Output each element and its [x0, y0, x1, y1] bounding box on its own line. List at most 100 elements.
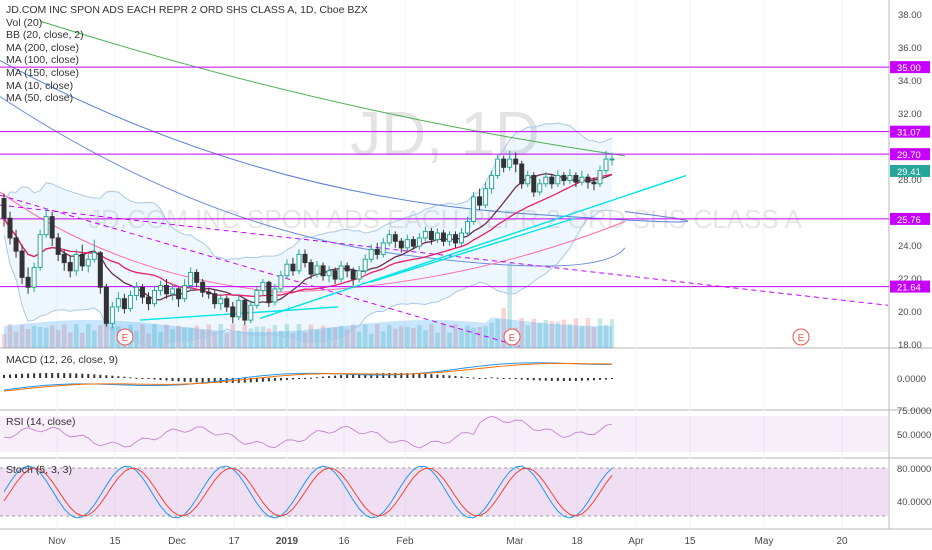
time-tick-label: Nov [48, 536, 66, 547]
macd-histogram-bar [328, 376, 331, 378]
volume-bar [67, 332, 73, 348]
macd-histogram-bar [322, 376, 325, 378]
price-tick-label: 18.00 [898, 340, 922, 351]
candle-body [224, 298, 230, 308]
watermark: JD, 1D [350, 100, 539, 169]
rsi-band [0, 416, 888, 452]
stoch-d-line [3, 467, 613, 517]
candle-body [248, 304, 254, 321]
candle-body [13, 237, 19, 252]
volume-bar [146, 333, 151, 348]
candle-body [591, 181, 597, 185]
rsi-label[interactable]: RSI (14, close) [6, 416, 76, 428]
macd-histogram-bar [484, 378, 487, 379]
macd-histogram-bar [418, 373, 421, 378]
candle-body [212, 293, 218, 305]
candle-body [73, 253, 79, 272]
ma10-line [3, 173, 613, 304]
macd-histogram-bar [430, 374, 433, 378]
candle-body [404, 239, 410, 249]
macd-histogram-bar [550, 378, 553, 381]
indicator-ma50[interactable]: MA (50, close) [6, 92, 74, 105]
indicator-ma150[interactable]: MA (150, close) [6, 66, 79, 79]
macd-histogram-bar [3, 374, 5, 378]
candle-body [543, 176, 549, 185]
volume-bar [55, 330, 61, 348]
volume-bar [597, 318, 603, 348]
candle-body [127, 294, 133, 310]
level-label-bg [890, 125, 930, 138]
macd-histogram-bar [255, 378, 258, 383]
volume-bar [290, 333, 296, 348]
candle-body [308, 262, 314, 275]
macd-histogram-bar [165, 378, 168, 381]
volume-ma-area [4, 317, 613, 348]
volume-bar [85, 324, 91, 348]
indicator-ma100[interactable]: MA (100, close) [6, 54, 79, 67]
macd-histogram-bar [135, 377, 138, 379]
macd-histogram-bar [502, 378, 505, 379]
candle-body [501, 158, 507, 168]
candle-body [260, 281, 266, 292]
volume-bar [224, 333, 230, 348]
macd-histogram-bar [111, 375, 114, 378]
candle-body [133, 286, 139, 296]
volume-bar [579, 326, 585, 348]
volume-bar [19, 324, 25, 348]
macd-histogram-bar [592, 378, 595, 381]
candle-body [25, 276, 31, 288]
volume-bar [350, 324, 356, 348]
macd-histogram-bar [57, 373, 60, 378]
macd-label[interactable]: MACD (12, 26, close, 9) [6, 354, 119, 366]
candle-body [85, 258, 91, 267]
price-tick-label: 34.00 [898, 76, 922, 87]
macd-histogram-bar [508, 378, 511, 379]
macd-histogram-bar [436, 374, 439, 378]
level-label-bg [890, 61, 930, 74]
volume-bar [272, 325, 278, 348]
time-tick-label: May [755, 536, 774, 547]
candle-body [170, 288, 176, 295]
volume-bar [13, 331, 19, 348]
candle-body [465, 221, 471, 234]
candle-body [471, 196, 477, 223]
candle-body [428, 230, 434, 241]
volume-bar [489, 322, 494, 348]
volume-bar [507, 263, 512, 348]
stoch-label[interactable]: Stoch (5, 3, 3) [6, 464, 72, 476]
macd-histogram-bar [514, 378, 517, 380]
volume-bar [567, 323, 573, 348]
price-tick-label: 36.00 [898, 43, 922, 54]
indicator-ma10[interactable]: MA (10, close) [6, 79, 74, 92]
candle-body [422, 230, 428, 239]
indicator-bb[interactable]: BB (20, close, 2) [6, 29, 84, 42]
volume-bar [465, 325, 470, 348]
ma200-line [39, 20, 626, 157]
indicator-ma200[interactable]: MA (200, close) [6, 41, 79, 54]
volume-bar [212, 332, 217, 348]
macd-histogram-bar [195, 378, 198, 383]
last-price-bg [890, 164, 930, 177]
candle-body [567, 175, 573, 181]
indicator-vol[interactable]: Vol (20) [6, 16, 43, 29]
candle-body [362, 258, 368, 272]
volume-bar [25, 329, 31, 348]
macd-histogram-bar [490, 377, 493, 379]
candle-body [386, 234, 392, 244]
candle-body [200, 281, 206, 293]
price-tick-label: 32.00 [898, 109, 922, 120]
macd-histogram-bar [424, 373, 427, 378]
volume-bar [31, 326, 37, 348]
volume-bar [278, 330, 284, 348]
macd-histogram-bar [568, 378, 571, 381]
volume-bar [447, 332, 452, 348]
candle-body [579, 176, 585, 183]
candle-body [519, 163, 525, 185]
candle-body [296, 253, 302, 272]
time-tick-label: Feb [396, 536, 414, 547]
candle-body [284, 263, 290, 277]
macd-histogram-bar [105, 375, 108, 378]
macd-histogram-bar [249, 378, 252, 383]
macd-histogram-bar [159, 378, 162, 381]
